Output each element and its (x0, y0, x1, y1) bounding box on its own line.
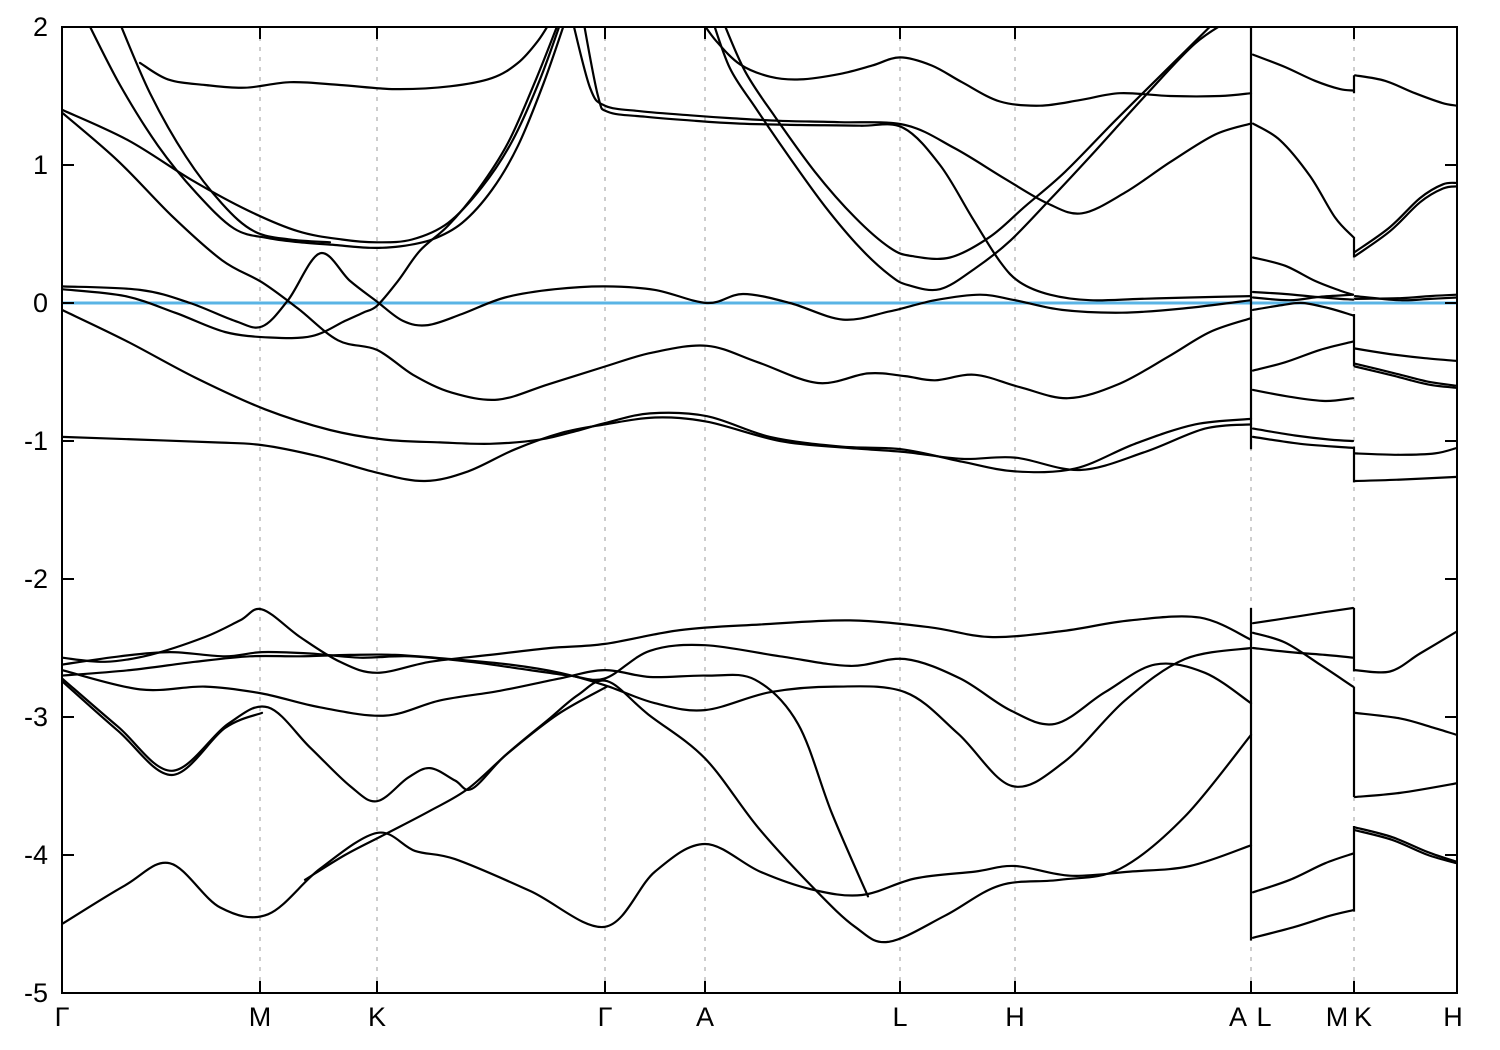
band-curve-K-panel-12a (1353, 826, 1457, 863)
band-curve-K-panel-9 (1353, 630, 1457, 674)
band-curve-K-panel-5 (1353, 347, 1457, 363)
band-curve-L-panel-10 (1251, 631, 1355, 688)
x-axis-label: H (1005, 1002, 1025, 1032)
band-curve-L-panel-8a (1251, 427, 1355, 443)
band-curve-L-panel-6 (1251, 340, 1355, 372)
band-curve-cond-top-arc (704, 27, 1253, 107)
band-curve-cond-a-v-1 (713, 27, 1221, 292)
band-curve-cond-from-gamma-1 (62, 27, 561, 244)
band-curve-K-panel-8a (1353, 446, 1457, 456)
band-curve-dome-1 (572, 27, 1253, 215)
band-curve-val-deep-2b (303, 685, 609, 881)
band-curve-L-panel-13 (1251, 909, 1355, 939)
band-curve-K-panel-12b (1353, 829, 1457, 865)
band-curve-K-panel-2b (1353, 185, 1457, 258)
band-curve-val-tangle-1 (62, 607, 1253, 674)
x-axis-label: A (696, 1002, 714, 1032)
band-curve-val-upper-1 (62, 308, 1253, 474)
x-axis-label: L (1256, 1002, 1271, 1032)
band-curve-L-panel-8b (1251, 435, 1355, 449)
x-axis-label: H (1443, 1002, 1463, 1032)
band-curve-cond-from-gamma-2 (62, 111, 1253, 401)
x-axis-label: K (368, 1002, 386, 1032)
band-curve-L-panel-9 (1251, 606, 1355, 625)
y-axis-label: -1 (24, 426, 48, 456)
y-axis-label: 1 (33, 150, 48, 180)
x-axis-label: Γ (598, 1002, 613, 1032)
x-axis-label: Γ (55, 1002, 70, 1032)
band-curve-val-deep-2c (62, 680, 264, 777)
y-axis-label: -4 (24, 840, 48, 870)
y-axis-label: 2 (33, 12, 48, 42)
band-curve-L-panel-7 (1251, 388, 1355, 403)
x-axis-label: K (1354, 1002, 1372, 1032)
band-curve-L-panel-2 (1251, 122, 1355, 238)
band-curve-val-upper-2 (62, 416, 1253, 483)
x-axis-label: A (1229, 1002, 1247, 1032)
x-axis-label: L (892, 1002, 907, 1032)
band-curve-val-plateau (62, 668, 870, 898)
band-curve-K-panel-6b (1353, 365, 1457, 389)
band-curve-L-panel-11 (1251, 646, 1355, 659)
band-curve-K-panel-8b (1353, 475, 1457, 483)
x-axis-label: M (249, 1002, 272, 1032)
band-curve-L-panel-4b (1251, 293, 1355, 302)
band-curve-K-panel-11 (1353, 782, 1457, 799)
band-curve-K-panel-1 (1353, 74, 1457, 107)
x-axis-label: M (1326, 1002, 1349, 1032)
band-curve-val-deep-1 (62, 831, 1253, 928)
y-axis-label: -3 (24, 702, 48, 732)
band-curve-cond-steep-a (88, 27, 565, 249)
band-curve-L-panel-12 (1251, 852, 1355, 894)
y-axis-label: 0 (33, 288, 48, 318)
band-curve-val-tangle-3 (62, 646, 1253, 788)
band-curve-K-panel-4b (1353, 295, 1457, 302)
y-axis-label: -2 (24, 564, 48, 594)
band-curve-K-panel-6a (1353, 362, 1457, 387)
band-curve-cond-steep-b (120, 27, 332, 244)
band-curve-K-panel-2a (1353, 181, 1457, 253)
band-curve-cond-a-v-2 (724, 27, 1212, 260)
band-curve-val-tangle-2 (62, 643, 1253, 726)
band-curve-fermi-weave-1 (62, 252, 1253, 329)
y-axis-label: -5 (24, 978, 48, 1008)
band-curve-L-panel-3 (1251, 256, 1355, 296)
band-curve-val-deep-2 (62, 677, 1253, 944)
band-curve-cond-flat (138, 27, 549, 91)
band-curve-L-panel-1 (1251, 53, 1355, 92)
plot-frame (61, 26, 1458, 994)
band-curve-fermi-weave-2 (62, 27, 558, 340)
band-curve-L-panel-5 (1251, 301, 1355, 317)
band-curve-dome-2 (583, 27, 1253, 302)
band-curve-K-panel-10 (1353, 711, 1457, 736)
